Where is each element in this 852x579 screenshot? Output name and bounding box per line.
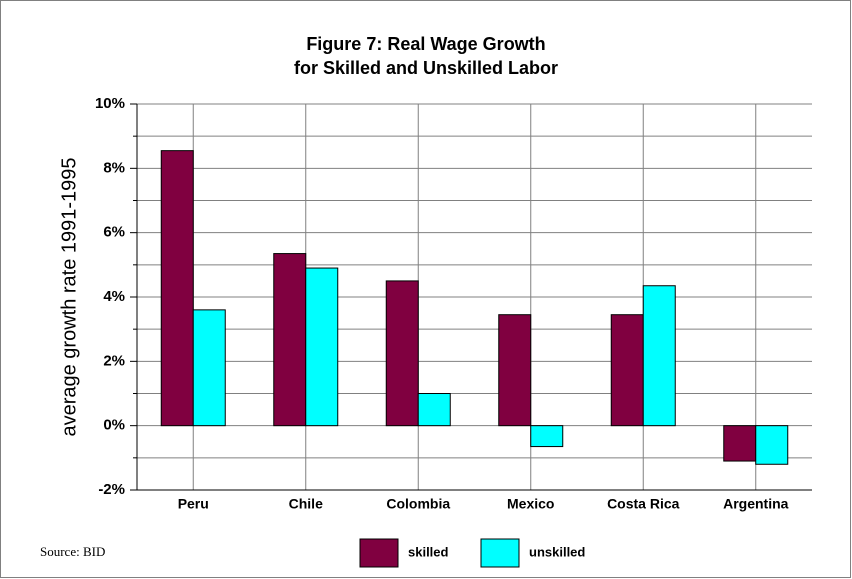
x-tick-label: Mexico (507, 496, 554, 512)
bar (160, 150, 194, 427)
bar (498, 314, 532, 427)
x-tick-label: Chile (289, 496, 323, 512)
chart-title: Figure 7: Real Wage Growth (306, 34, 545, 54)
y-tick-label: 4% (103, 288, 125, 305)
bar (192, 309, 226, 427)
x-tick-label: Argentina (723, 496, 789, 512)
bar (417, 393, 451, 427)
bar (385, 280, 419, 427)
x-tick-label: Peru (178, 496, 209, 512)
bar (723, 425, 757, 462)
legend-swatch (359, 538, 399, 568)
x-tick-label: Colombia (386, 496, 450, 512)
legend-label: skilled (408, 544, 449, 559)
bar (642, 285, 676, 427)
bar (755, 425, 789, 465)
bar (610, 314, 644, 427)
legend-swatch (480, 538, 520, 568)
y-tick-label: 0% (103, 417, 125, 434)
y-tick-label: 6% (103, 224, 125, 241)
x-tick-label: Costa Rica (607, 496, 680, 512)
y-tick-label: 10% (95, 95, 125, 112)
source: Source: BID (40, 544, 105, 559)
bar (530, 425, 564, 448)
chart-subtitle: for Skilled and Unskilled Labor (294, 58, 558, 78)
y-tick-label: -2% (98, 481, 125, 498)
bar (305, 267, 339, 427)
legend-label: unskilled (529, 544, 585, 559)
y-axis-label: average growth rate 1991-1995 (58, 157, 80, 436)
y-tick-label: 2% (103, 352, 125, 369)
bar (273, 253, 307, 427)
y-tick-label: 8% (103, 159, 125, 176)
